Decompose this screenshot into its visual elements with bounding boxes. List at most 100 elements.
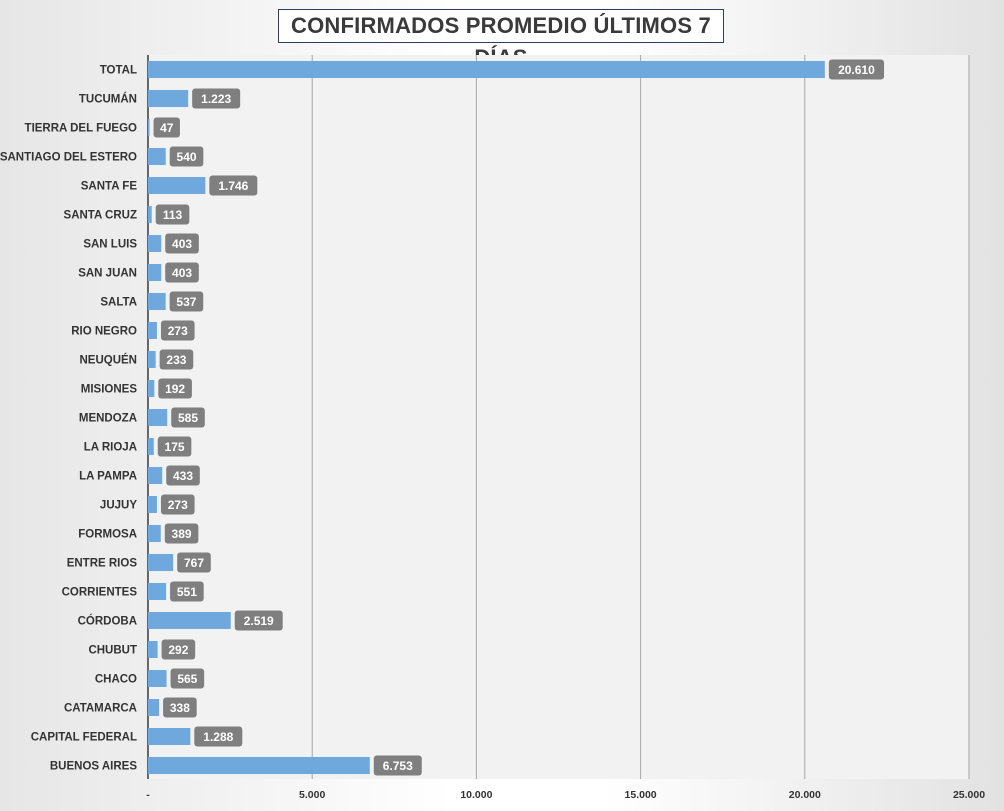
data-label-box	[373, 755, 422, 776]
category-label: CÓRDOBA	[78, 615, 137, 628]
data-label-box	[209, 175, 258, 196]
data-label: 233	[166, 353, 186, 367]
category-label: NEUQUÉN	[79, 354, 137, 367]
data-label: 1.288	[203, 730, 233, 744]
bar	[148, 554, 174, 571]
data-label: 537	[176, 295, 196, 309]
data-label: 20.610	[838, 63, 875, 77]
bar	[148, 670, 167, 687]
category-label: JUJUY	[100, 500, 137, 512]
data-label: 273	[168, 324, 188, 338]
data-label-box	[169, 146, 204, 167]
data-label-box	[170, 668, 205, 689]
data-label: 551	[177, 585, 197, 599]
bar	[148, 699, 160, 716]
data-label-box	[165, 233, 199, 254]
data-label-box	[192, 88, 241, 109]
data-label: 175	[165, 440, 185, 454]
bar	[148, 148, 166, 165]
data-label-box	[160, 494, 195, 515]
bar	[148, 206, 152, 223]
bar	[148, 409, 168, 426]
category-label: SALTA	[100, 297, 137, 309]
data-label: 292	[168, 643, 188, 657]
data-label-box	[828, 59, 885, 80]
data-label: 1.746	[218, 179, 248, 193]
data-label: 338	[170, 701, 190, 715]
bar	[148, 612, 231, 629]
data-label: 403	[172, 266, 192, 280]
bar	[148, 61, 825, 78]
data-label: 1.223	[201, 92, 231, 106]
bar	[148, 177, 206, 194]
category-label: LA RIOJA	[84, 442, 137, 454]
data-label-box	[161, 639, 196, 660]
category-label: MENDOZA	[79, 413, 137, 425]
x-tick-label: 5.000	[299, 789, 325, 801]
bar	[148, 264, 162, 281]
data-label-box	[171, 407, 205, 428]
category-label: FORMOSA	[78, 529, 137, 541]
category-label: LA PAMPA	[79, 471, 137, 483]
data-label: 540	[177, 150, 197, 164]
x-tick-label: 10.000	[460, 789, 492, 801]
bar	[148, 641, 158, 658]
x-tick-label: -	[146, 789, 150, 801]
data-label: 192	[165, 382, 185, 396]
category-label: BUENOS AIRES	[50, 761, 137, 773]
data-label-box	[234, 610, 283, 631]
bar	[148, 235, 162, 252]
category-label: SANTA CRUZ	[64, 210, 137, 222]
category-label: RIO NEGRO	[71, 326, 137, 338]
bar	[148, 438, 154, 455]
data-label-box	[166, 465, 200, 486]
data-label: 767	[184, 556, 204, 570]
data-label-box	[165, 262, 199, 283]
data-label-box	[159, 349, 194, 370]
category-label: TUCUMÁN	[79, 93, 137, 106]
data-label: 389	[172, 527, 192, 541]
bar	[148, 496, 157, 513]
data-label-box	[164, 523, 199, 544]
data-label-box	[153, 117, 180, 138]
bar	[148, 583, 167, 600]
bar	[148, 293, 166, 310]
data-label: 2.519	[244, 614, 274, 628]
plot-area	[148, 55, 969, 779]
category-label: CORRIENTES	[62, 587, 138, 599]
bar	[148, 728, 191, 745]
bar	[148, 351, 156, 368]
bar	[148, 467, 163, 484]
category-label: TIERRA DEL FUEGO	[25, 123, 138, 135]
category-label: MISIONES	[81, 384, 138, 396]
data-label-box	[169, 291, 204, 312]
data-label-box	[158, 378, 192, 399]
data-label: 433	[173, 469, 193, 483]
data-label: 565	[177, 672, 197, 686]
data-label: 47	[160, 121, 174, 135]
data-label: 6.753	[383, 759, 413, 773]
category-label: SANTIAGO DEL ESTERO	[0, 152, 137, 164]
data-label-box	[194, 726, 243, 747]
data-label-box	[157, 436, 192, 457]
bar	[148, 757, 370, 774]
bar	[148, 90, 189, 107]
category-label: TOTAL	[100, 65, 137, 77]
category-label: CHUBUT	[88, 645, 137, 657]
data-label-box	[170, 581, 204, 602]
x-tick-label: 25.000	[953, 789, 985, 801]
data-label-box	[155, 204, 190, 225]
x-tick-label: 20.000	[789, 789, 821, 801]
category-label: ENTRE RIOS	[67, 558, 138, 570]
bar	[148, 525, 161, 542]
x-tick-label: 15.000	[625, 789, 657, 801]
data-label-box	[160, 320, 195, 341]
category-label: SAN JUAN	[78, 268, 137, 280]
data-label: 273	[168, 498, 188, 512]
category-label: CATAMARCA	[64, 703, 137, 715]
data-label-box	[163, 697, 197, 718]
data-label: 403	[172, 237, 192, 251]
data-label-box	[177, 552, 211, 573]
category-label: CAPITAL FEDERAL	[31, 732, 137, 744]
